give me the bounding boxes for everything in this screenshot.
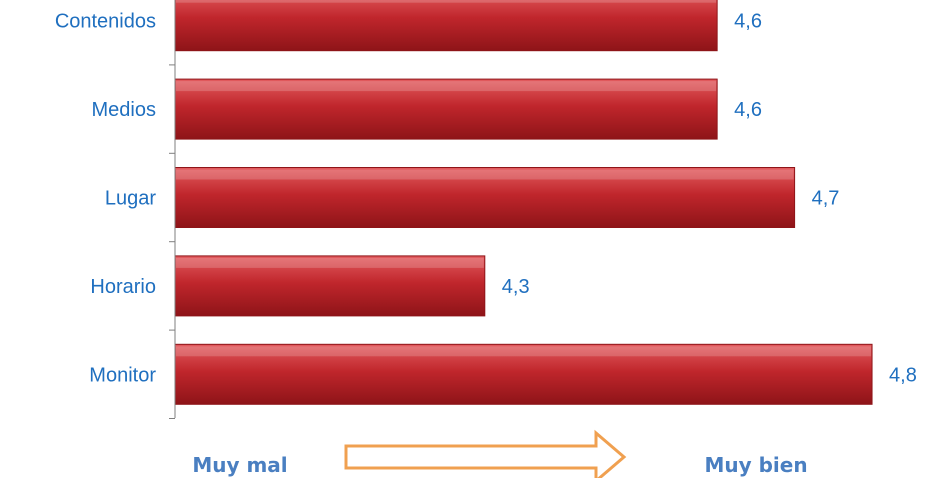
category-label-medios: Medios — [92, 99, 156, 121]
scale-low-label: Muy mal — [192, 453, 287, 477]
bar-highlight-monitor — [176, 346, 872, 357]
bar-horario — [174, 255, 486, 317]
value-label-lugar: 4,7 — [812, 188, 840, 210]
bar-highlight-medios — [176, 81, 717, 92]
y-axis-ticks — [169, 64, 175, 419]
scale-high-label: Muy bien — [704, 453, 807, 477]
category-label-horario: Horario — [90, 276, 156, 298]
right-arrow-icon — [344, 429, 627, 478]
bar-highlight-lugar — [176, 169, 794, 180]
bar-lugar — [174, 167, 796, 228]
category-label-contenidos: Contenidos — [55, 11, 156, 33]
value-label-contenidos: 4,6 — [734, 11, 762, 33]
bar-highlight-contenidos — [176, 0, 717, 3]
value-label-monitor: 4,8 — [889, 364, 917, 386]
bars-group: Contenidos 4,6 Medios 4,6 Lugar 4,7 Horario 4,3… — [55, 0, 917, 405]
category-label-monitor: Monitor — [89, 364, 156, 386]
value-label-medios: 4,6 — [734, 99, 762, 121]
bar-highlight-horario — [176, 257, 484, 268]
bar-contenidos — [174, 0, 718, 52]
rating-scale: Muy mal Muy bien — [192, 429, 808, 478]
bar-monitor — [174, 343, 873, 405]
category-label-lugar: Lugar — [105, 188, 156, 210]
value-label-horario: 4,3 — [502, 276, 530, 298]
bar-medios — [174, 78, 718, 140]
